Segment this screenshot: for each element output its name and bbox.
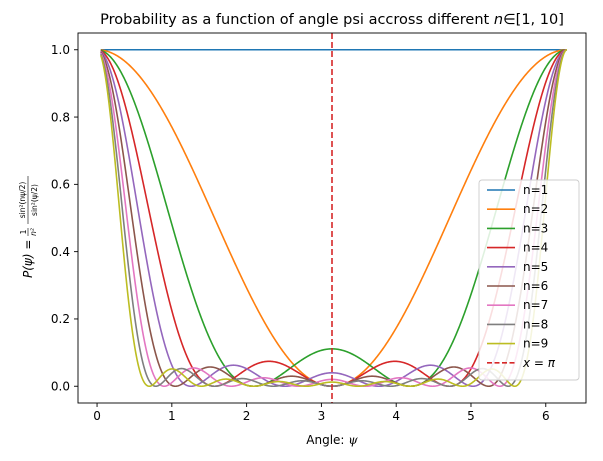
x-tick-label: 2: [243, 409, 251, 423]
legend-label: n=3: [523, 221, 548, 235]
axes: 0 1 2 3 4 5 6 0.0 0.2 0.4 0.6 0.8 1.0: [51, 32, 587, 423]
legend: n=1 n=2 n=3 n=4 n=5 n=6 n=7 n=8 n=9 x = π: [478, 179, 580, 381]
svg-text:1: 1: [19, 229, 28, 234]
legend-label: n=9: [523, 337, 548, 351]
y-tick-label: 1.0: [51, 43, 70, 57]
x-tick-label: 1: [168, 409, 176, 423]
chart-title: Probability as a function of angle psi a…: [100, 12, 564, 28]
chart-title-text: Probability as a function of angle psi a…: [100, 12, 564, 28]
legend-label: n=7: [523, 298, 548, 312]
y-axis-label-formula: P(ψ) = 1 n² sin²(nψ/2) sin²(ψ/2): [18, 176, 39, 278]
x-axis-label: Angle: ψ: [306, 433, 358, 447]
svg-text:sin²(ψ/2): sin²(ψ/2): [30, 184, 39, 216]
legend-label: n=5: [523, 260, 548, 274]
y-tick-label: 0.0: [51, 380, 70, 394]
x-tick-label: 4: [392, 409, 400, 423]
legend-label: n=4: [523, 241, 548, 255]
plot-area: [100, 33, 568, 403]
y-tick-label: 0.8: [51, 110, 70, 124]
legend-label: n=1: [523, 183, 548, 197]
y-tick-label: 0.6: [51, 178, 70, 192]
y-tick-label: 0.2: [51, 312, 70, 326]
y-axis-label: P(ψ) = 1 n² sin²(nψ/2) sin²(ψ/2): [18, 176, 39, 278]
legend-label: x = π: [522, 356, 556, 370]
y-tick-label: 0.4: [51, 245, 70, 259]
svg-text:P(ψ) =: P(ψ) =: [21, 240, 35, 278]
svg-text:n²: n²: [29, 228, 38, 236]
svg-text:sin²(nψ/2): sin²(nψ/2): [18, 182, 27, 219]
x-tick-label: 3: [318, 409, 326, 423]
axes-frame: [77, 32, 587, 404]
legend-box: [478, 179, 580, 381]
legend-label: n=2: [523, 202, 548, 216]
x-tick-label: 5: [467, 409, 475, 423]
x-tick-label: 0: [93, 409, 101, 423]
legend-label: n=8: [523, 317, 548, 331]
legend-label: n=6: [523, 279, 548, 293]
x-axis-label-text: Angle: ψ: [306, 433, 358, 447]
x-tick-label: 6: [542, 409, 550, 423]
